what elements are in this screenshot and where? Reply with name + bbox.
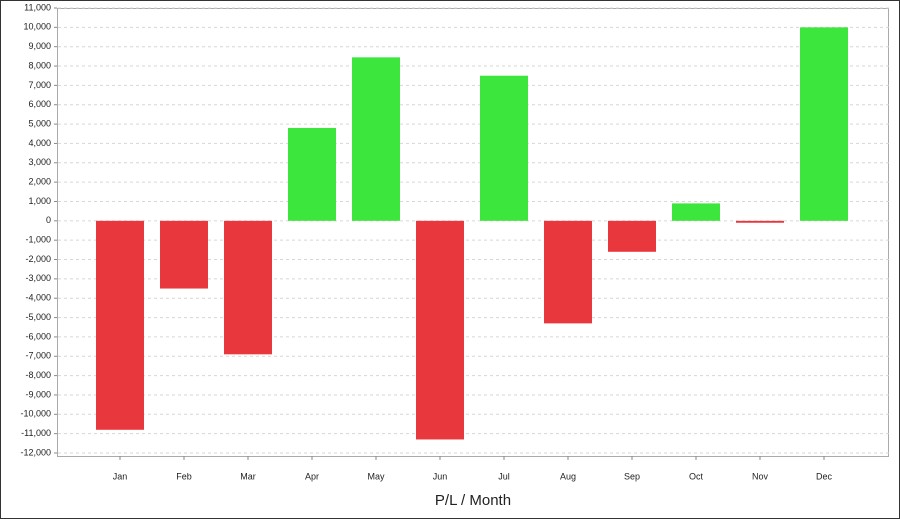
y-tick-label: -1,000 bbox=[25, 235, 51, 245]
x-tick-label: Apr bbox=[305, 471, 319, 481]
bar bbox=[480, 75, 528, 221]
y-tick-label: 8,000 bbox=[28, 60, 51, 70]
bar bbox=[544, 220, 592, 324]
y-tick-label: -5,000 bbox=[25, 312, 51, 322]
x-tick-label: Feb bbox=[176, 471, 192, 481]
y-tick-label: 3,000 bbox=[28, 157, 51, 167]
y-tick-label: -12,000 bbox=[20, 447, 51, 457]
x-tick-label: Oct bbox=[689, 471, 704, 481]
y-tick-label: 4,000 bbox=[28, 138, 51, 148]
x-tick-label: Sep bbox=[624, 471, 640, 481]
y-tick-label: 9,000 bbox=[28, 41, 51, 51]
x-tick-label: May bbox=[367, 471, 385, 481]
y-tick-label: -7,000 bbox=[25, 351, 51, 361]
y-tick-label: -9,000 bbox=[25, 389, 51, 399]
y-tick-label: 7,000 bbox=[28, 80, 51, 90]
y-tick-label: 1,000 bbox=[28, 196, 51, 206]
bar bbox=[736, 220, 784, 223]
y-tick-label: 6,000 bbox=[28, 99, 51, 109]
y-tick-label: 5,000 bbox=[28, 118, 51, 128]
bar bbox=[160, 220, 208, 289]
y-tick-label: -2,000 bbox=[25, 254, 51, 264]
y-tick-label: 2,000 bbox=[28, 177, 51, 187]
x-tick-label: Dec bbox=[816, 471, 833, 481]
bar bbox=[672, 203, 720, 221]
bar bbox=[288, 127, 336, 221]
bar bbox=[608, 220, 656, 252]
x-tick-label: Nov bbox=[752, 471, 769, 481]
y-tick-label: -11,000 bbox=[21, 428, 51, 438]
x-tick-label: Mar bbox=[240, 471, 256, 481]
bar bbox=[416, 220, 464, 440]
bar bbox=[352, 57, 400, 221]
bar bbox=[224, 220, 272, 355]
bar bbox=[96, 220, 144, 430]
y-tick-label: 10,000 bbox=[23, 22, 51, 32]
x-tick-label: Jan bbox=[113, 471, 128, 481]
bar bbox=[800, 27, 848, 221]
y-tick-label: -4,000 bbox=[25, 293, 51, 303]
x-tick-label: Jun bbox=[433, 471, 448, 481]
y-tick-label: -10,000 bbox=[20, 409, 51, 419]
x-axis-title: P/L / Month bbox=[435, 492, 511, 509]
y-tick-label: 0 bbox=[46, 215, 51, 225]
y-tick-label: 11,000 bbox=[24, 2, 51, 12]
x-tick-label: Aug bbox=[560, 471, 576, 481]
y-tick-label: -6,000 bbox=[25, 331, 51, 341]
y-tick-label: -8,000 bbox=[25, 370, 51, 380]
x-tick-label: Jul bbox=[498, 471, 510, 481]
y-tick-label: -3,000 bbox=[25, 273, 51, 283]
